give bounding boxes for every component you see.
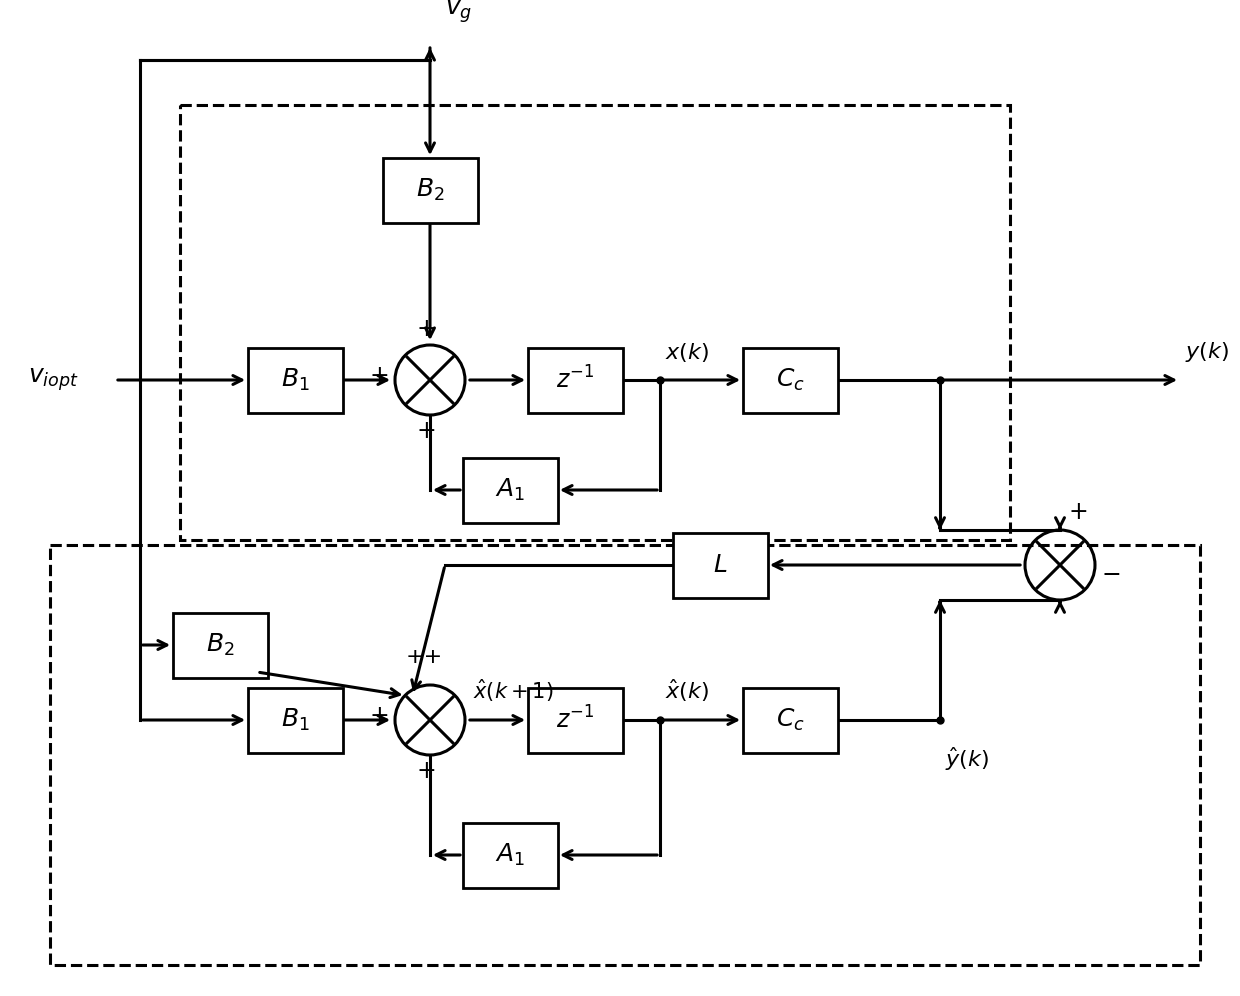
Text: $B_1$: $B_1$ bbox=[280, 367, 309, 393]
Text: $y(k)$: $y(k)$ bbox=[1185, 340, 1229, 364]
Text: $B_2$: $B_2$ bbox=[206, 631, 234, 658]
Text: $C_c$: $C_c$ bbox=[775, 707, 805, 733]
Text: ++: ++ bbox=[405, 647, 443, 667]
Bar bbox=[382, 157, 477, 222]
Text: +: + bbox=[417, 759, 436, 783]
Text: $A_1$: $A_1$ bbox=[495, 477, 525, 503]
Text: $\hat{y}(k)$: $\hat{y}(k)$ bbox=[945, 745, 990, 773]
Text: +: + bbox=[370, 704, 389, 728]
Text: +: + bbox=[1068, 500, 1087, 524]
Text: $L$: $L$ bbox=[713, 553, 727, 577]
Bar bbox=[743, 348, 837, 412]
Bar bbox=[50, 545, 1200, 965]
Bar bbox=[180, 105, 1011, 540]
Text: $B_2$: $B_2$ bbox=[415, 177, 444, 203]
Bar bbox=[463, 457, 558, 523]
Text: $B_1$: $B_1$ bbox=[280, 707, 309, 733]
Bar bbox=[743, 687, 837, 753]
Bar bbox=[527, 348, 622, 412]
Text: $x(k)$: $x(k)$ bbox=[665, 341, 709, 364]
Text: $z^{-1}$: $z^{-1}$ bbox=[556, 367, 594, 393]
Bar bbox=[527, 687, 622, 753]
Text: $A_1$: $A_1$ bbox=[495, 842, 525, 869]
Text: $v_{iopt}$: $v_{iopt}$ bbox=[29, 367, 79, 393]
Bar bbox=[672, 533, 768, 598]
Text: $\hat{x}(k+1)$: $\hat{x}(k+1)$ bbox=[472, 677, 553, 704]
Text: $\hat{x}(k)$: $\hat{x}(k)$ bbox=[665, 677, 709, 704]
Text: $C_c$: $C_c$ bbox=[775, 367, 805, 393]
Text: +: + bbox=[417, 419, 436, 443]
Text: $-$: $-$ bbox=[1101, 561, 1121, 585]
Text: $z^{-1}$: $z^{-1}$ bbox=[556, 706, 594, 734]
Bar bbox=[248, 348, 342, 412]
Bar bbox=[463, 823, 558, 887]
Text: +: + bbox=[417, 317, 436, 341]
Text: +: + bbox=[370, 364, 389, 388]
Text: $v_g$: $v_g$ bbox=[445, 0, 472, 25]
Bar bbox=[172, 613, 268, 677]
Bar bbox=[248, 687, 342, 753]
